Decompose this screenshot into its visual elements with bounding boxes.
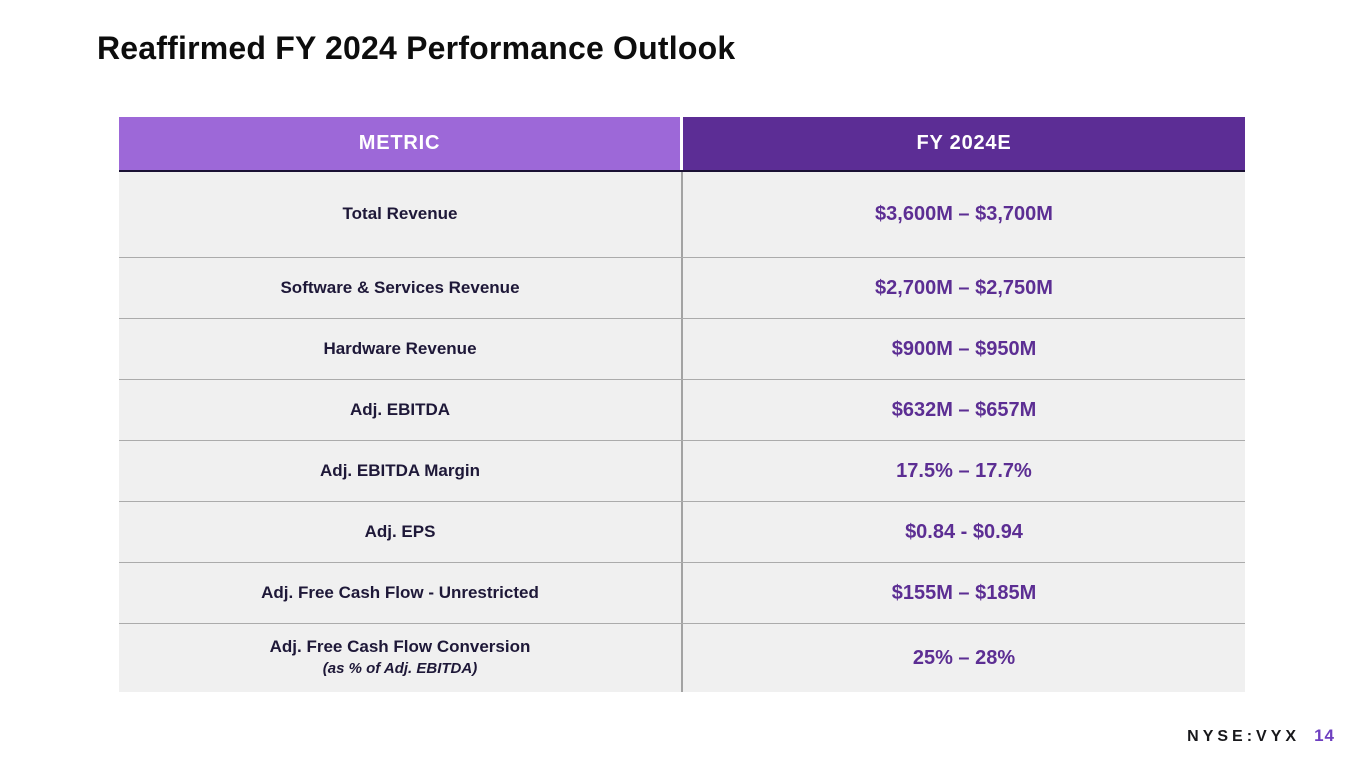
metric-cell: Adj. Free Cash Flow - Unrestricted	[119, 563, 683, 623]
metric-label: Adj. EBITDA Margin	[320, 460, 480, 480]
value-cell: $3,600M – $3,700M	[683, 172, 1245, 257]
value-cell: 17.5% – 17.7%	[683, 441, 1245, 501]
value-label: $2,700M – $2,750M	[875, 276, 1053, 299]
value-label: $900M – $950M	[891, 337, 1037, 360]
value-cell: $900M – $950M	[683, 319, 1245, 379]
value-cell: $0.84 - $0.94	[683, 502, 1245, 562]
header-cell-fy2024e: FY 2024E	[683, 117, 1245, 170]
metric-cell: Adj. EBITDA	[119, 380, 683, 440]
value-cell: $2,700M – $2,750M	[683, 258, 1245, 318]
metric-cell: Adj. EBITDA Margin	[119, 441, 683, 501]
value-cell: 25% – 28%	[683, 624, 1245, 692]
metric-label: Software & Services Revenue	[280, 277, 520, 297]
outlook-table: METRIC FY 2024E Total Revenue $3,600M – …	[119, 117, 1245, 692]
metric-label: Adj. Free Cash Flow - Unrestricted	[261, 582, 539, 602]
slide-footer: NYSE:VYX 14	[1187, 726, 1335, 746]
table-header-row: METRIC FY 2024E	[119, 117, 1245, 172]
value-label: $3,600M – $3,700M	[875, 203, 1053, 225]
value-cell: $632M – $657M	[683, 380, 1245, 440]
table-row: Adj. Free Cash Flow - Unrestricted $155M…	[119, 563, 1245, 624]
metric-label: Adj. EPS	[364, 521, 436, 541]
metric-label: Hardware Revenue	[323, 338, 477, 358]
value-label: $155M – $185M	[891, 581, 1037, 604]
table-row: Total Revenue $3,600M – $3,700M	[119, 172, 1245, 258]
value-label: 17.5% – 17.7%	[896, 459, 1032, 482]
metric-label: Total Revenue	[342, 204, 458, 224]
page-number: 14	[1314, 726, 1335, 745]
metric-subtext: (as % of Adj. EBITDA)	[322, 660, 478, 678]
table-row: Software & Services Revenue $2,700M – $2…	[119, 258, 1245, 319]
metric-label: Adj. Free Cash Flow Conversion	[269, 637, 531, 657]
metric-cell: Total Revenue	[119, 172, 683, 257]
value-label: $632M – $657M	[891, 398, 1037, 421]
header-cell-metric: METRIC	[119, 117, 683, 170]
table-row: Hardware Revenue $900M – $950M	[119, 319, 1245, 380]
metric-cell: Hardware Revenue	[119, 319, 683, 379]
value-cell: $155M – $185M	[683, 563, 1245, 623]
metric-cell: Adj. EPS	[119, 502, 683, 562]
ticker-label: NYSE:VYX	[1187, 728, 1301, 745]
table-row: Adj. Free Cash Flow Conversion (as % of …	[119, 624, 1245, 692]
metric-label: Adj. EBITDA	[349, 399, 451, 419]
metric-cell: Adj. Free Cash Flow Conversion (as % of …	[119, 624, 683, 692]
table-row: Adj. EPS $0.84 - $0.94	[119, 502, 1245, 563]
page-title: Reaffirmed FY 2024 Performance Outlook	[97, 30, 736, 66]
table-row: Adj. EBITDA Margin 17.5% – 17.7%	[119, 441, 1245, 502]
table-row: Adj. EBITDA $632M – $657M	[119, 380, 1245, 441]
value-label: $0.84 - $0.94	[905, 520, 1023, 543]
metric-cell: Software & Services Revenue	[119, 258, 683, 318]
value-label: 25% – 28%	[912, 646, 1016, 669]
